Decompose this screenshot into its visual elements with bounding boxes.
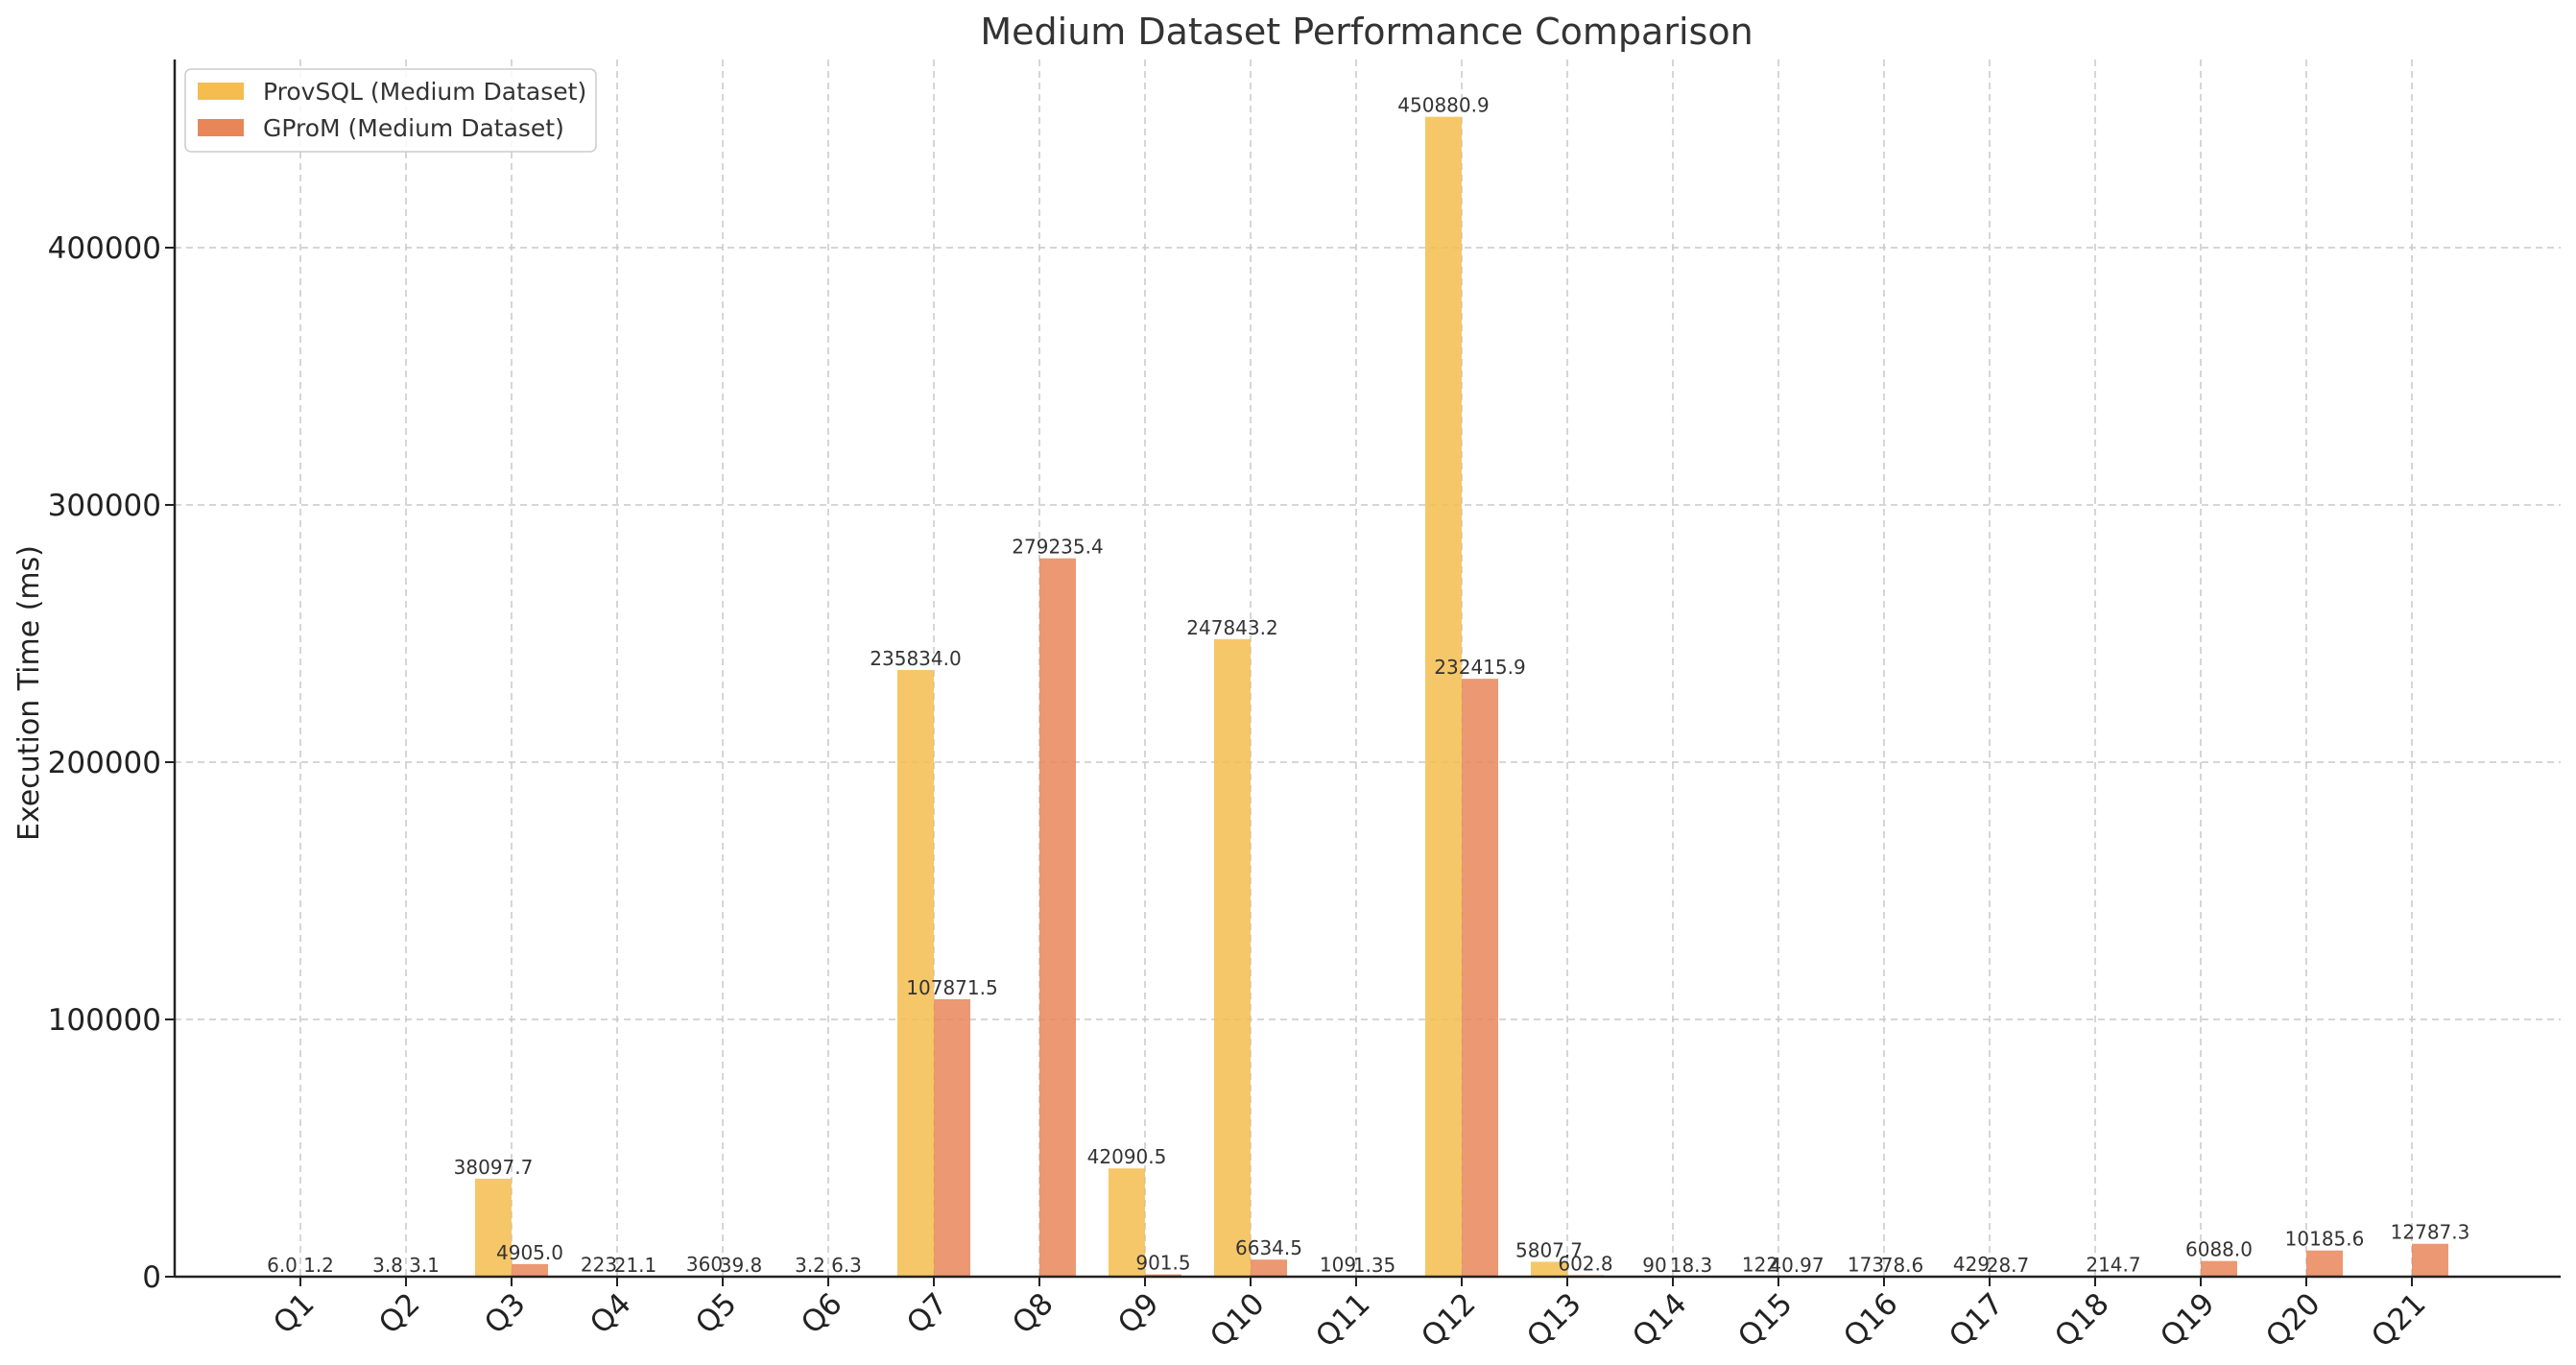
- x-tick-label: Q14: [1626, 1286, 1694, 1354]
- bar-gprom-q7: [934, 998, 970, 1277]
- bar-provsql-q12: [1425, 116, 1462, 1278]
- bar-gprom-q8: [1039, 558, 1076, 1277]
- data-label-provsql-q17: 429: [1953, 1253, 1990, 1276]
- x-tick-label: Q4: [584, 1286, 638, 1341]
- bar-gprom-q21: [2412, 1243, 2448, 1277]
- y-tick-label: 100000: [48, 1003, 161, 1038]
- data-label-provsql-q6: 3.2: [795, 1254, 825, 1277]
- data-label-provsql-q11: 109: [1320, 1254, 1356, 1277]
- data-label-gprom-q19: 6088.0: [2185, 1238, 2253, 1261]
- grid-lines: [175, 60, 2561, 1277]
- data-label-gprom-q6: 6.3: [831, 1254, 862, 1277]
- legend: ProvSQL (Medium Dataset) GProM (Medium D…: [184, 68, 597, 153]
- data-labels: 6.0 3.8 38097.7 223 360 3.2 235834.0 42090.5 247…: [267, 94, 2469, 1277]
- bar-provsql-q7: [897, 669, 934, 1277]
- data-label-gprom-q18: 214.7: [2086, 1253, 2140, 1276]
- data-label-gprom-q21: 12787.3: [2391, 1221, 2470, 1244]
- data-label-provsql-q14: 90: [1642, 1254, 1666, 1277]
- data-label-provsql-q7: 235834.0: [870, 647, 961, 670]
- x-tick-label: Q12: [1415, 1286, 1483, 1354]
- data-label-provsql-q5: 360: [686, 1253, 723, 1276]
- x-tick-label: Q3: [478, 1286, 533, 1341]
- x-tick-label: Q1: [267, 1286, 322, 1341]
- data-label-gprom-q15: 40.97: [1769, 1254, 1824, 1277]
- legend-swatch-provsql: [198, 83, 244, 100]
- data-label-provsql-q10: 247843.2: [1186, 616, 1277, 639]
- data-label-gprom-q1: 1.2: [303, 1254, 334, 1277]
- data-label-gprom-q4: 21.1: [614, 1254, 657, 1277]
- legend-label-provsql: ProvSQL (Medium Dataset): [263, 78, 586, 106]
- data-label-provsql-q9: 42090.5: [1087, 1145, 1167, 1168]
- x-tick-label: Q7: [900, 1286, 955, 1341]
- y-tick-label: 300000: [48, 489, 161, 523]
- bar-gprom-q12: [1462, 679, 1498, 1277]
- data-label-gprom-q12: 232415.9: [1434, 656, 1525, 679]
- y-tick-label: 0: [142, 1260, 161, 1295]
- data-label-gprom-q5: 39.8: [720, 1254, 763, 1277]
- data-label-gprom-q3: 4905.0: [496, 1241, 563, 1264]
- x-tick-label: Q2: [372, 1286, 427, 1341]
- legend-box: [184, 68, 597, 153]
- data-label-gprom-q11: 1.35: [1353, 1254, 1396, 1277]
- x-tick-label: Q16: [1837, 1286, 1905, 1354]
- data-label-gprom-q8: 279235.4: [1012, 536, 1103, 559]
- data-label-gprom-q2: 3.1: [409, 1254, 440, 1277]
- x-tick-label: Q19: [2154, 1286, 2222, 1354]
- x-tick-label: Q13: [1520, 1286, 1588, 1354]
- data-label-provsql-q16: 173: [1848, 1254, 1884, 1277]
- data-label-provsql-q15: 122: [1742, 1254, 1778, 1277]
- data-label-gprom-q14: 18.3: [1670, 1254, 1713, 1277]
- x-tick-label: Q9: [1111, 1286, 1166, 1341]
- bar-gprom-q19: [2201, 1260, 2237, 1277]
- legend-swatch-gprom: [198, 119, 244, 136]
- bar-provsql-q3: [475, 1178, 512, 1277]
- x-tick-label: Q11: [1309, 1286, 1377, 1354]
- x-tick-label: Q8: [1006, 1286, 1061, 1341]
- x-tick-label: Q18: [2048, 1286, 2116, 1354]
- x-tick-label: Q21: [2365, 1286, 2433, 1354]
- data-label-gprom-q7: 107871.5: [906, 976, 997, 999]
- data-label-gprom-q10: 6634.5: [1235, 1236, 1302, 1259]
- data-label-provsql-q13: 5807.7: [1515, 1238, 1583, 1261]
- y-tick-label: 200000: [48, 746, 161, 780]
- bar-gprom-q3: [512, 1263, 548, 1277]
- bars: [264, 116, 2448, 1278]
- x-tick-label: Q10: [1204, 1286, 1272, 1354]
- bar-provsql-q13: [1531, 1261, 1567, 1277]
- bar-provsql-q9: [1109, 1168, 1145, 1277]
- x-tick-label: Q5: [689, 1286, 744, 1341]
- y-axis-label: Execution Time (ms): [12, 545, 46, 841]
- data-label-gprom-q16: 78.6: [1881, 1254, 1924, 1277]
- bar-gprom-q10: [1251, 1259, 1287, 1277]
- data-label-provsql-q1: 6.0: [267, 1254, 298, 1277]
- bar-provsql-q10: [1214, 638, 1251, 1277]
- data-label-provsql-q4: 223: [581, 1253, 617, 1276]
- data-label-provsql-q12: 450880.9: [1397, 94, 1489, 117]
- data-label-provsql-q3: 38097.7: [454, 1156, 534, 1179]
- data-label-gprom-q17: 28.7: [1987, 1254, 2030, 1277]
- x-tick-label: Q15: [1731, 1286, 1800, 1354]
- y-tick-label: 400000: [48, 231, 161, 266]
- x-tick-label: Q17: [1943, 1286, 2011, 1354]
- legend-label-gprom: GProM (Medium Dataset): [263, 114, 564, 142]
- axes: [165, 60, 2561, 1286]
- bar-gprom-q20: [2306, 1250, 2343, 1277]
- x-tick-label: Q6: [795, 1286, 849, 1341]
- data-label-provsql-q2: 3.8: [372, 1254, 403, 1277]
- data-label-gprom-q9: 901.5: [1135, 1252, 1190, 1275]
- x-tick-label: Q20: [2259, 1286, 2327, 1354]
- data-label-gprom-q20: 10185.6: [2285, 1228, 2365, 1251]
- data-label-gprom-q13: 602.8: [1558, 1252, 1612, 1275]
- chart-title: Medium Dataset Performance Comparison: [980, 11, 1753, 53]
